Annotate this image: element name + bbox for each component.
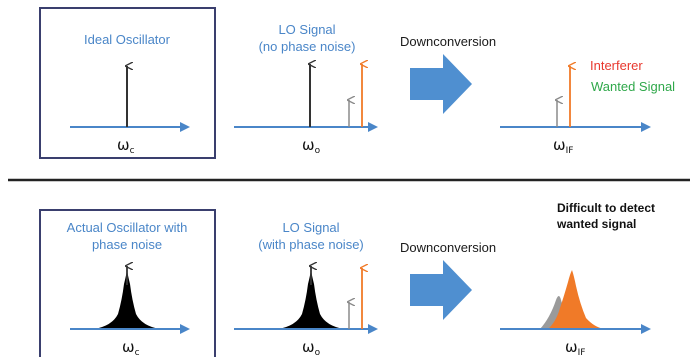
downconversion-block-arrow-bottom [410,260,472,320]
difficult-label-line2: wanted signal [556,217,636,231]
ideal-oscillator-title: Ideal Oscillator [84,32,171,47]
interferer-label: Interferer [590,58,643,73]
actual-oscillator-title-line2: phase noise [92,237,162,252]
top-row: Ideal Oscillator ωc LO Signal (no phase … [39,7,675,159]
lo-title-top-line1: LO Signal [278,22,335,37]
omega-c-label-top: ωc [117,136,135,156]
phase-noise-skirt-oscillator [94,270,160,329]
omega-if-label-top: ωIF [553,136,573,156]
lo-title-bottom-line1: LO Signal [282,220,339,235]
downconversion-label-top: Downconversion [400,34,496,49]
bottom-row: Actual Oscillator with phase noise ωc LO… [39,201,655,357]
downconversion-label-bottom: Downconversion [400,240,496,255]
lo-title-bottom-line2: (with phase noise) [258,237,364,252]
lo-title-top-line2: (no phase noise) [259,39,356,54]
omega-if-label-bottom: ωIF [565,338,585,357]
ideal-oscillator-box [39,7,216,159]
actual-oscillator-title-line1: Actual Oscillator with [67,220,188,235]
omega-o-label-top: ωo [302,136,321,156]
omega-c-label-bottom: ωc [122,338,140,357]
omega-o-label-bottom: ωo [302,338,321,357]
wanted-signal-label: Wanted Signal [591,79,675,94]
phase-noise-skirt-lo [278,270,344,329]
actual-oscillator-box [39,209,216,357]
difficult-label-line1: Difficult to detect [557,201,655,215]
interferer-noise-spectrum [548,270,604,329]
downconversion-block-arrow-top [410,54,472,114]
